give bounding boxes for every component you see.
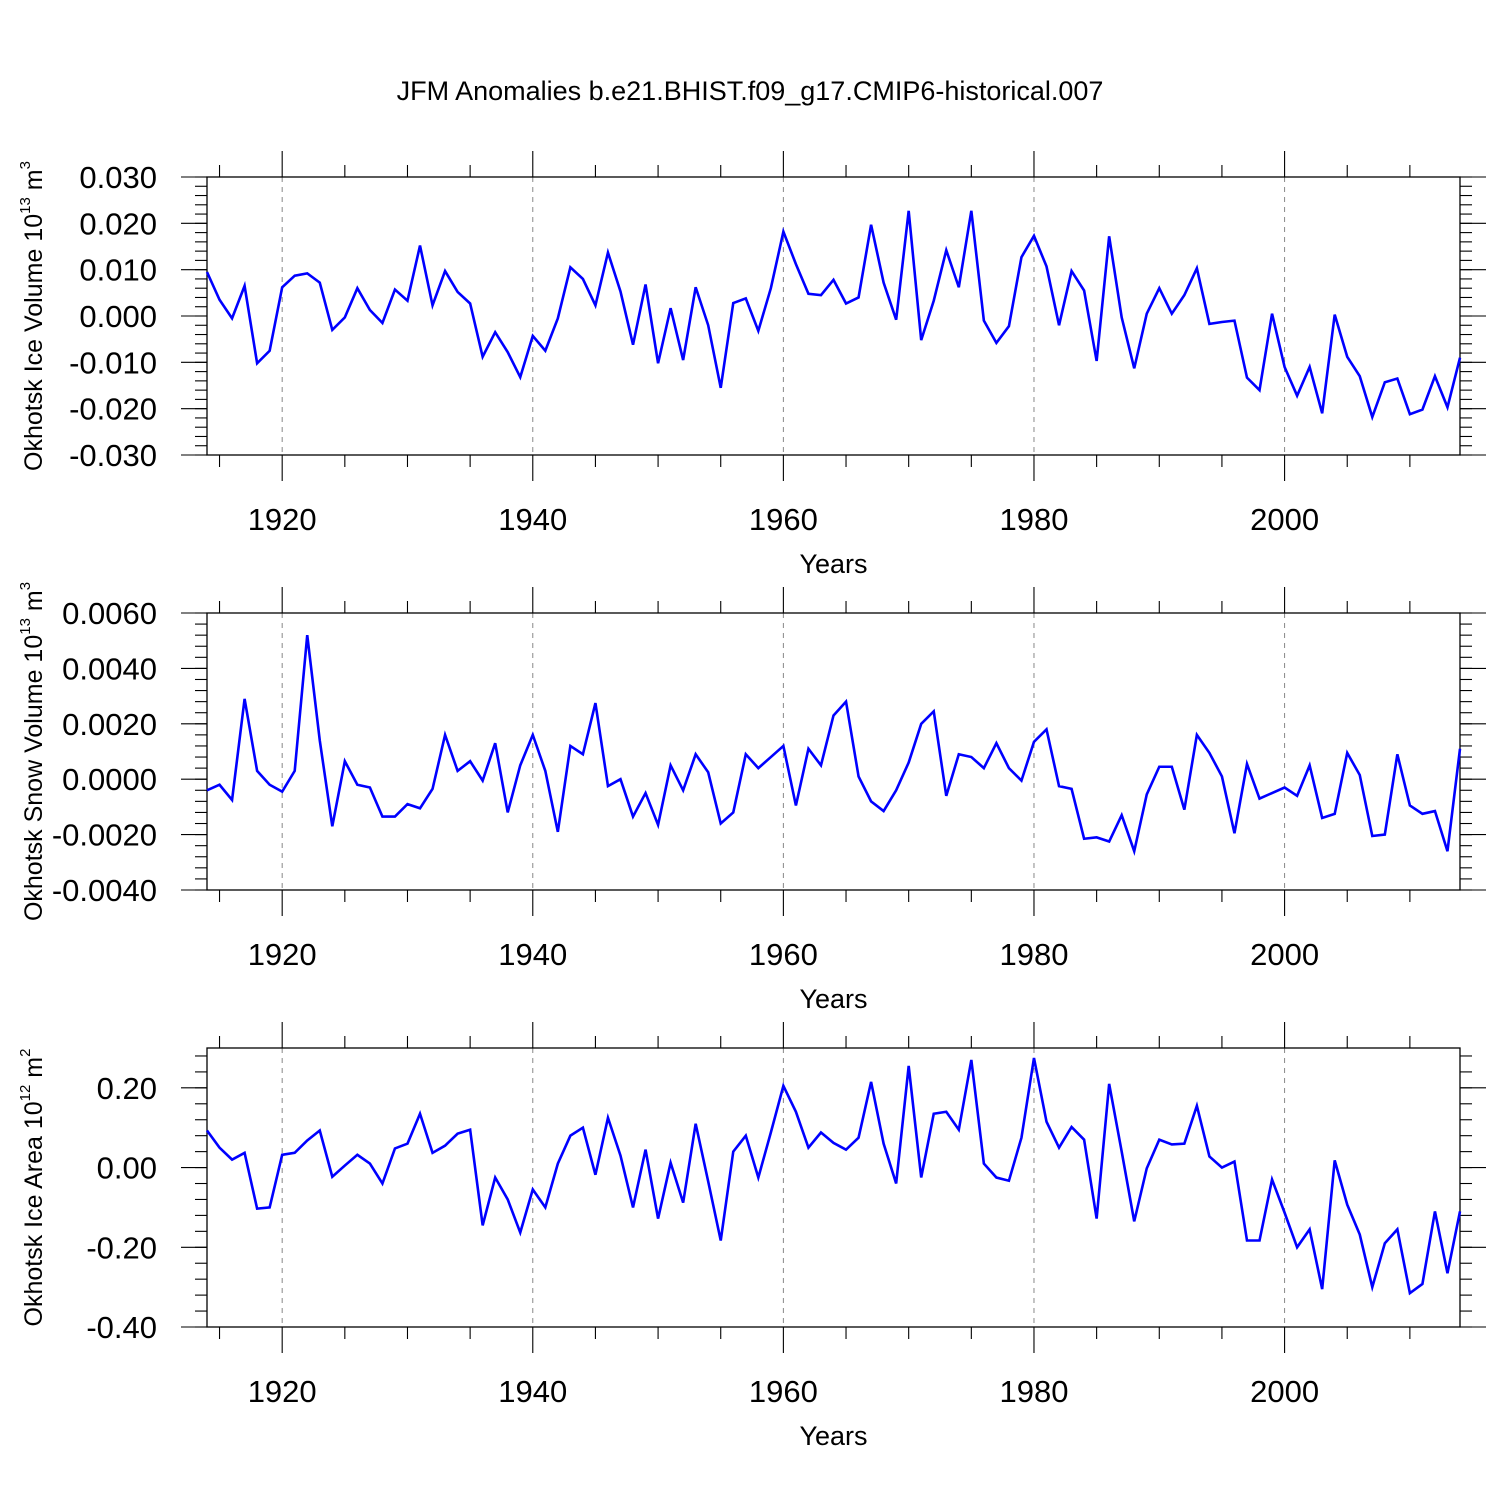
y-axis-label-exponent: 12 xyxy=(17,1085,34,1102)
y-tick-label: -0.0040 xyxy=(52,873,157,908)
y-tick-label: 0.0040 xyxy=(62,651,157,686)
x-tick-label: 1920 xyxy=(248,502,317,537)
y-axis-label-main: Okhotsk Ice Area 10 xyxy=(20,1101,48,1326)
x-axis-label: Years xyxy=(799,984,867,1014)
data-line-snow_volume xyxy=(206,635,1462,856)
y-axis-label-unit: m xyxy=(20,169,48,197)
x-tick-label: 1960 xyxy=(749,1374,818,1409)
y-axis-label-unit-exponent: 3 xyxy=(17,161,34,169)
y-axis-label: Okhotsk Ice Volume 1013 m3 xyxy=(17,161,48,471)
x-axis-label: Years xyxy=(799,1421,867,1451)
x-tick-label: 1940 xyxy=(498,502,567,537)
x-tick-label: 1960 xyxy=(749,937,818,972)
data-line-ice_area xyxy=(205,1057,1462,1296)
y-tick-label: 0.20 xyxy=(97,1071,157,1106)
y-axis-label: Okhotsk Ice Area 1012 m2 xyxy=(17,1049,48,1327)
y-tick-label: 0.010 xyxy=(79,253,157,288)
x-tick-label: 2000 xyxy=(1250,1374,1319,1409)
plot-frame xyxy=(206,176,1461,456)
x-tick-label: 2000 xyxy=(1250,937,1319,972)
y-tick-label: -0.0020 xyxy=(52,818,157,853)
y-tick-label: 0.0000 xyxy=(62,762,157,797)
y-tick-label: -0.020 xyxy=(69,392,157,427)
x-tick-label: 1920 xyxy=(248,1374,317,1409)
y-tick-label: -0.010 xyxy=(69,345,157,380)
y-axis-label-main: Okhotsk Ice Volume 10 xyxy=(20,214,48,471)
y-tick-label: 0.0020 xyxy=(62,707,157,742)
y-tick-label: 0.030 xyxy=(79,160,157,195)
x-tick-label: 2000 xyxy=(1250,502,1319,537)
x-tick-label: 1920 xyxy=(248,937,317,972)
x-tick-label: 1940 xyxy=(498,1374,567,1409)
chart-panel-ice_volume: 1920 1940 1960 1980 2000 -0.030 -0.020 -0.010 0.… xyxy=(17,151,1486,579)
y-axis-label-unit-exponent: 3 xyxy=(17,582,34,590)
x-tick-label: 1940 xyxy=(498,937,567,972)
y-tick-label: -0.40 xyxy=(86,1310,157,1345)
plot-frame xyxy=(206,612,1461,891)
x-tick-label: 1980 xyxy=(999,937,1068,972)
y-tick-label: -0.030 xyxy=(69,438,157,473)
y-axis-label: Okhotsk Snow Volume 1013 m3 xyxy=(17,582,48,921)
y-axis-label-unit: m xyxy=(20,1057,48,1085)
y-tick-label: 0.020 xyxy=(79,206,157,241)
plot-frame xyxy=(206,1047,1461,1328)
figure-title: JFM Anomalies b.e21.BHIST.f09_g17.CMIP6-… xyxy=(397,76,1104,106)
x-tick-label: 1980 xyxy=(999,502,1068,537)
y-tick-label: 0.0060 xyxy=(62,596,157,631)
y-tick-label: -0.20 xyxy=(86,1230,157,1265)
y-tick-label: 0.00 xyxy=(97,1151,157,1186)
y-axis-label-main: Okhotsk Snow Volume 10 xyxy=(20,635,48,921)
y-axis-label-exponent: 13 xyxy=(17,197,34,214)
y-axis-label-unit-exponent: 2 xyxy=(17,1049,34,1057)
y-axis-label-exponent: 13 xyxy=(17,618,34,635)
chart-panel-ice_area: 1920 1940 1960 1980 2000 -0.40 -0.20 0.00 0.20 Ye… xyxy=(17,1022,1486,1451)
y-tick-label: 0.000 xyxy=(79,299,157,334)
chart-panel-snow_volume: 1920 1940 1960 1980 2000 -0.0040 -0.0020 0.0000… xyxy=(17,582,1486,1014)
x-axis-label: Years xyxy=(799,549,867,579)
x-tick-label: 1980 xyxy=(999,1374,1068,1409)
y-axis-label-unit: m xyxy=(20,590,48,618)
x-tick-label: 1960 xyxy=(749,502,818,537)
data-line-ice_volume xyxy=(205,210,1462,422)
